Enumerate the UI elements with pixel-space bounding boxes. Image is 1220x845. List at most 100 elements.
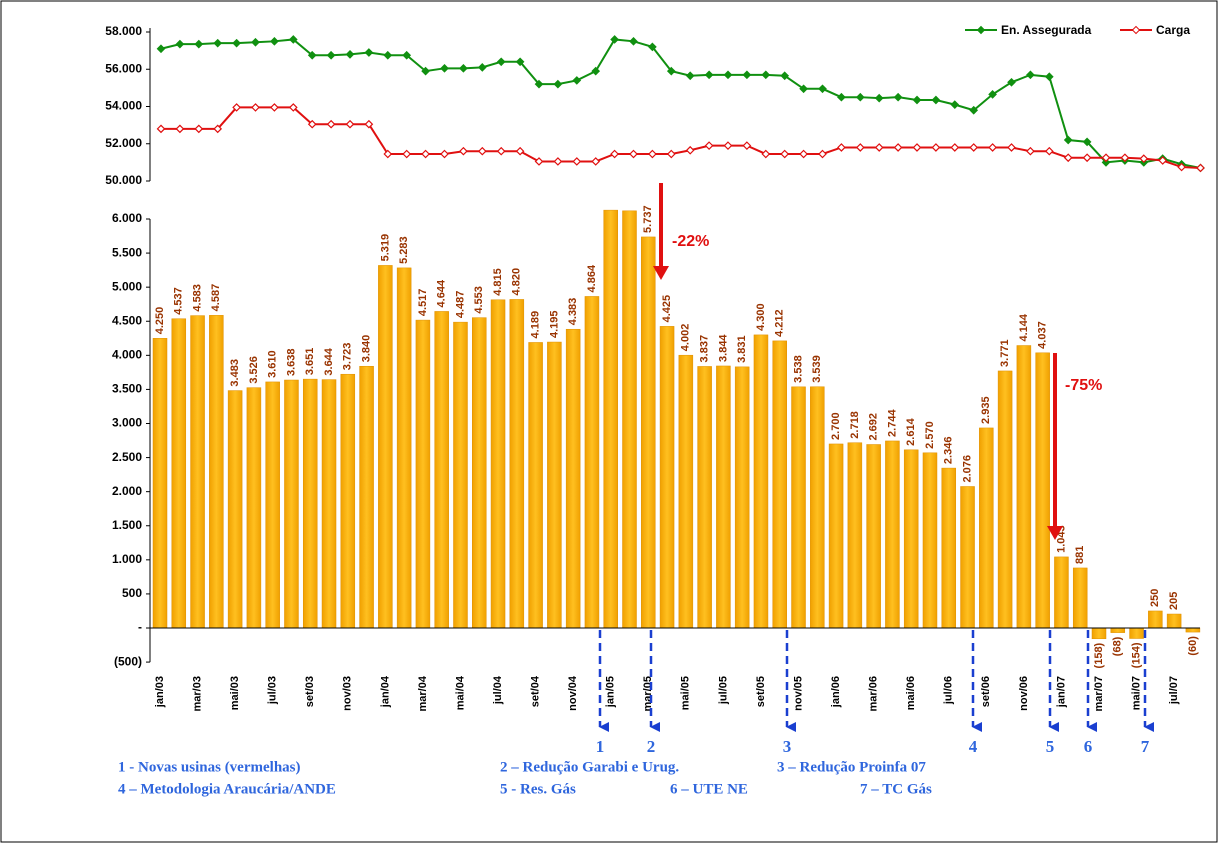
line — [161, 106, 1201, 169]
y-tick-label: 2.500 — [112, 450, 142, 464]
value-label: 2.570 — [924, 421, 936, 449]
bar — [866, 444, 881, 629]
point — [742, 141, 752, 150]
value-label: 4.864 — [586, 264, 598, 292]
bar — [396, 267, 412, 629]
marker-label: 7 — [1141, 737, 1150, 756]
arrow-head — [653, 266, 669, 280]
value-label: 2.692 — [868, 413, 880, 441]
point — [610, 149, 619, 159]
x-tick-label: mai/06 — [905, 676, 917, 710]
y-tick-label: 5.500 — [112, 245, 142, 259]
bar — [528, 342, 543, 629]
y-tick-label: - — [138, 620, 142, 634]
point — [969, 143, 979, 152]
bar — [997, 370, 1013, 629]
legend-label: Carga — [1156, 23, 1190, 37]
value-label: 4.517 — [417, 289, 429, 317]
bar — [810, 386, 825, 629]
value-label: 2.346 — [943, 437, 955, 465]
point — [855, 92, 865, 102]
bar — [321, 379, 337, 629]
point — [629, 36, 638, 46]
x-tick-label: mai/07 — [1130, 676, 1142, 710]
y-tick-label: 500 — [122, 586, 142, 600]
point — [761, 149, 771, 159]
y-tick-label: 3.500 — [112, 382, 142, 396]
point — [610, 35, 619, 44]
point — [213, 124, 223, 134]
point — [912, 95, 922, 105]
point — [477, 146, 487, 156]
note: 5 - Res. Gás — [500, 781, 576, 797]
value-label: 4.195 — [548, 311, 560, 339]
point — [270, 103, 279, 112]
y-tick-label: 1.000 — [112, 552, 142, 566]
bar — [885, 440, 900, 629]
value-label: 2.718 — [849, 411, 861, 439]
x-tick-label: jul/06 — [943, 676, 955, 705]
value-label: 3.638 — [285, 348, 297, 376]
point — [496, 146, 506, 156]
point — [1177, 162, 1186, 172]
point — [459, 63, 468, 73]
point — [761, 70, 771, 80]
point — [326, 119, 336, 129]
point — [591, 66, 601, 76]
point — [232, 38, 241, 48]
bar — [171, 318, 187, 629]
point — [704, 141, 714, 150]
value-label: 881 — [1074, 546, 1086, 564]
value-label: 2.744 — [886, 409, 898, 437]
value-label: 3.831 — [736, 335, 748, 363]
y-tick-label: 1.500 — [112, 518, 142, 532]
point — [1120, 153, 1130, 163]
bar — [753, 334, 769, 629]
point — [780, 71, 790, 81]
value-label: (154) — [1130, 642, 1142, 668]
bar — [641, 236, 656, 629]
x-tick-label: nov/06 — [1018, 676, 1030, 711]
bar — [509, 299, 525, 629]
x-tick-label: mai/03 — [229, 676, 241, 710]
point — [307, 119, 317, 129]
value-label: 4.815 — [492, 268, 504, 296]
point — [251, 37, 260, 47]
bar — [359, 365, 374, 629]
point — [799, 149, 808, 159]
point — [988, 143, 997, 152]
x-tick-label: jul/04 — [492, 675, 504, 705]
bar — [1035, 352, 1050, 629]
bar — [772, 340, 787, 629]
value-label: 4.820 — [511, 268, 523, 296]
point — [1026, 146, 1035, 156]
y-tick-label: 58.000 — [105, 24, 142, 38]
value-label: 3.651 — [304, 348, 316, 376]
note: 2 – Redução Garabi e Urug. — [500, 759, 679, 775]
x-tick-label: nov/03 — [342, 676, 354, 711]
legend-marker — [1131, 25, 1141, 35]
point — [818, 84, 827, 94]
line — [160, 38, 1201, 169]
point — [799, 84, 808, 94]
marker-label: 3 — [783, 737, 792, 756]
bar — [472, 317, 487, 629]
point — [666, 66, 676, 76]
value-label: 4.002 — [680, 324, 692, 352]
point — [1044, 146, 1054, 156]
x-tick-label: mar/05 — [642, 676, 654, 711]
bar — [941, 467, 957, 629]
value-label: 4.250 — [154, 307, 166, 335]
point — [232, 103, 241, 112]
value-label: 3.840 — [360, 335, 372, 363]
bar — [453, 321, 468, 629]
marker-label: 4 — [969, 737, 978, 756]
value-label: 3.610 — [267, 350, 279, 378]
bar — [697, 366, 712, 629]
legend-marker — [976, 25, 986, 35]
value-label: 3.723 — [342, 343, 354, 371]
value-label: 3.844 — [717, 334, 729, 362]
value-label: 2.700 — [830, 412, 842, 440]
point — [345, 50, 355, 59]
x-tick-label: mar/07 — [1093, 676, 1105, 711]
